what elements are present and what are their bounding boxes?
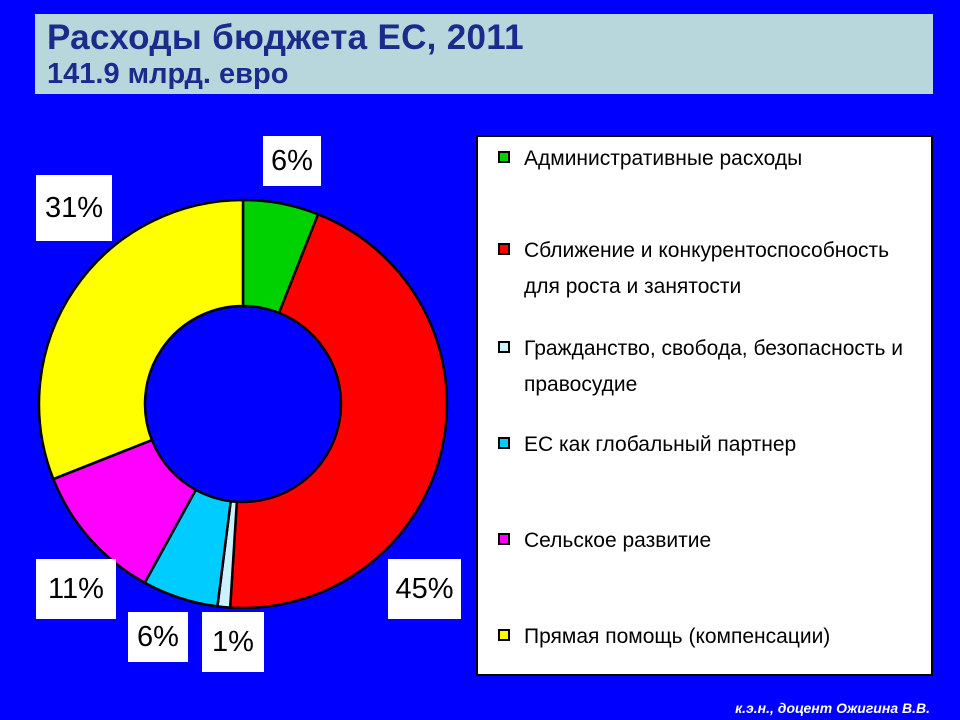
legend-swatch	[498, 437, 510, 449]
legend-label: Сближение и конкурентоспособность для ро…	[524, 239, 890, 298]
donut-slice-1	[228, 212, 449, 610]
slice-label-3: 6%	[128, 612, 188, 662]
slice-label-0: 6%	[263, 136, 321, 186]
legend-swatch	[498, 533, 510, 545]
slice-label-5: 31%	[36, 175, 112, 241]
author-footer: к.э.н., доцент Ожигина В.В.	[735, 700, 930, 716]
chart-title: Расходы бюджета ЕС, 2011	[47, 18, 524, 57]
legend-swatch	[498, 629, 510, 641]
chart-subtitle: 141.9 млрд. евро	[47, 58, 289, 90]
donut-slice-5	[37, 198, 245, 481]
legend-label: Административные расходы	[524, 147, 803, 170]
legend-label: Сельское развитие	[524, 529, 712, 552]
slice-label-1: 45%	[388, 559, 461, 619]
legend-label: Гражданство, свобода, безопасность и пра…	[524, 337, 903, 396]
title-box: Расходы бюджета ЕС, 2011 141.9 млрд. евр…	[35, 14, 933, 94]
legend-label: ЕС как глобальный партнер	[524, 433, 797, 456]
legend-swatch	[498, 151, 510, 163]
legend-swatch	[498, 341, 510, 353]
legend-swatch	[498, 243, 510, 255]
slice-label-2: 1%	[202, 612, 264, 672]
slice-label-4: 11%	[36, 559, 116, 619]
legend-label: Прямая помощь (компенсации)	[524, 625, 831, 648]
chart-legend: Административные расходы Сближение и кон…	[476, 135, 933, 676]
